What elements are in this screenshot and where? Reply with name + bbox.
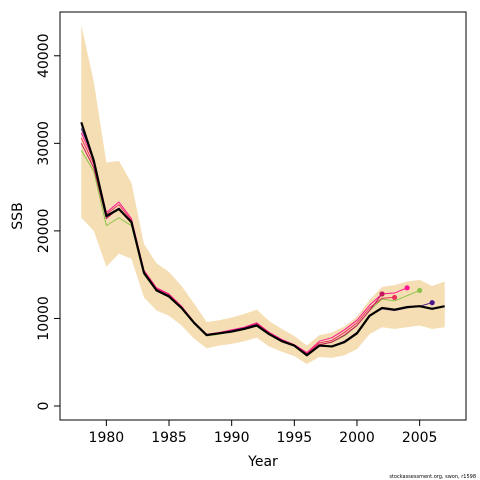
confidence-band-area xyxy=(81,25,445,364)
y-axis: 0 10000 20000 30000 40000 xyxy=(36,34,60,411)
x-axis-label: Year xyxy=(247,454,278,470)
series-lines xyxy=(80,121,445,357)
series-end-dots xyxy=(379,285,435,306)
y-tick-label: 10000 xyxy=(36,296,52,341)
x-tick-label: 2000 xyxy=(339,430,375,446)
series-end-point-4 xyxy=(429,300,435,306)
series-end-point-1 xyxy=(404,285,410,291)
plot-frame xyxy=(59,11,467,421)
y-tick-label: 0 xyxy=(36,402,52,411)
x-tick-label: 1980 xyxy=(89,430,125,446)
credit-text: stockassessment.org, swon, r1598 xyxy=(389,474,476,480)
y-tick-label: 20000 xyxy=(36,209,52,254)
y-tick-label: 30000 xyxy=(36,121,52,166)
x-tick-label: 1990 xyxy=(214,430,250,446)
series-end-point-3 xyxy=(379,291,385,297)
confidence-band xyxy=(81,25,445,364)
series-end-point-2 xyxy=(391,294,398,301)
x-tick-label: 2005 xyxy=(402,430,438,446)
series-end-point-0 xyxy=(417,287,423,294)
x-axis: 1980 1985 1990 1995 2000 2005 xyxy=(89,420,438,446)
main-series-line xyxy=(80,121,445,357)
y-axis-label: SSB xyxy=(10,202,26,229)
y-tick-label: 40000 xyxy=(36,34,52,79)
x-tick-label: 1985 xyxy=(151,430,187,446)
x-tick-label: 1995 xyxy=(277,430,313,446)
